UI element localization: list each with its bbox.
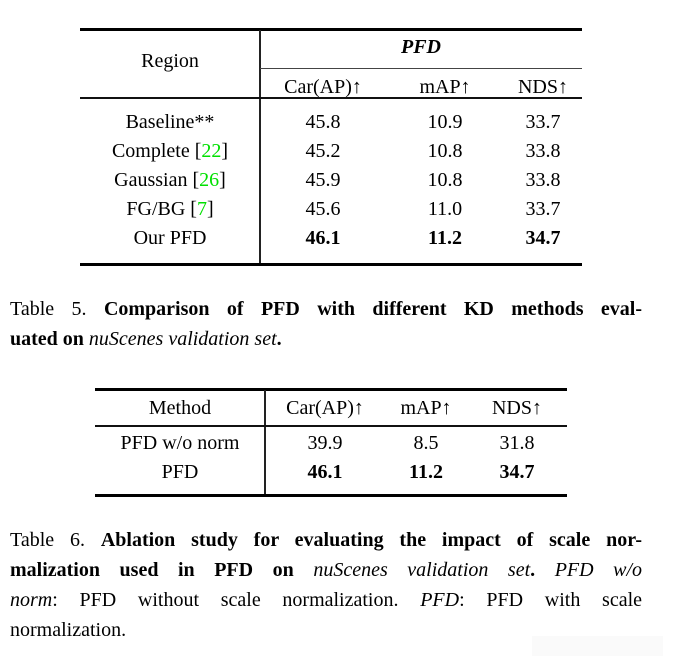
caption-bold-text: . xyxy=(530,559,555,581)
cell-map: 10.9 xyxy=(427,111,463,133)
table6-header-rule xyxy=(95,425,567,427)
row-label: Our PFD xyxy=(133,227,207,249)
table-row-pfd-wo-norm: PFD w/o norm 39.9 8.5 31.8 xyxy=(95,429,567,458)
caption-line: Table 5. Comparison of PFD with differen… xyxy=(10,294,642,324)
cell-car-ap: 45.2 xyxy=(305,140,341,162)
caption-italic-text: PFD xyxy=(420,589,460,611)
table5-bottom-rule xyxy=(80,263,582,266)
table6-column-divider xyxy=(264,390,266,494)
table5-region-header: Region xyxy=(141,50,199,72)
table-5: Region PFD Car(AP)↑ mAP↑ NDS↑ Baseline**… xyxy=(80,28,582,266)
cell-car-ap: 45.6 xyxy=(305,198,341,220)
cell-car-ap: 39.9 xyxy=(307,432,343,454)
table-row-gaussian: Gaussian [26] 45.9 10.8 33.8 xyxy=(80,166,582,195)
caption-bold-text: uated on xyxy=(10,328,89,350)
table5-header-car-ap: Car(AP)↑ xyxy=(284,76,362,98)
row-label-text: FG/BG [ xyxy=(126,198,197,220)
table6-header-row: Method Car(AP)↑ mAP↑ NDS↑ xyxy=(95,395,567,421)
caption-italic-text: PFD w/o xyxy=(554,559,643,581)
table6-caption: Table 6. Ablation study for evaluating t… xyxy=(10,525,642,645)
row-label-bracket: ] xyxy=(219,169,226,191)
cell-map: 10.8 xyxy=(427,140,463,162)
cell-map: 11.2 xyxy=(409,461,443,483)
table6-header-method: Method xyxy=(148,397,212,419)
cell-nds: 33.8 xyxy=(525,140,561,162)
caption-line: Table 6. Ablation study for evaluating t… xyxy=(10,525,642,555)
citation-link-26[interactable]: 26 xyxy=(199,169,220,191)
table-6: Method Car(AP)↑ mAP↑ NDS↑ PFD w/o norm 3… xyxy=(95,388,567,497)
table-row-pfd: PFD 46.1 11.2 34.7 xyxy=(95,458,567,487)
row-label: Baseline** xyxy=(125,111,215,133)
cell-nds: 34.7 xyxy=(499,461,535,483)
table5-header-map: mAP↑ xyxy=(419,76,471,98)
table5-header-nds: NDS↑ xyxy=(517,76,568,98)
caption-italic-text: nuScenes validation set xyxy=(313,559,531,581)
row-label-bracket: ] xyxy=(221,140,229,162)
caption-tag: Table 6. xyxy=(10,529,101,551)
caption-roman-text: : PFD without scale normalization. xyxy=(52,589,421,611)
table6-header-car-ap: Car(AP)↑ xyxy=(286,397,364,419)
table6-header-nds: NDS↑ xyxy=(491,397,542,419)
table5-cmidrule xyxy=(260,68,582,70)
row-label-text: Gaussian [ xyxy=(114,169,200,191)
caption-line: normalization. xyxy=(10,615,642,645)
cell-car-ap: 45.9 xyxy=(305,169,341,191)
caption-bold-text: malization used in PFD on xyxy=(10,559,314,581)
caption-roman-text: normalization. xyxy=(10,619,127,641)
table5-group-header-pfd: PFD xyxy=(401,36,441,58)
caption-italic-text: nuScenes validation set xyxy=(88,328,277,350)
table5-header-rule xyxy=(80,97,582,99)
table-row-fgbg: FG/BG [7] 45.6 11.0 33.7 xyxy=(80,195,582,224)
scan-artifact xyxy=(532,636,663,656)
row-label: PFD w/o norm xyxy=(120,432,240,454)
caption-bold-text: Ablation study for evaluating the impact… xyxy=(100,529,642,551)
cell-nds: 34.7 xyxy=(525,227,561,249)
table5-top-rule xyxy=(80,28,582,31)
row-label: PFD xyxy=(161,461,199,483)
table5-subheader-row: Car(AP)↑ mAP↑ NDS↑ xyxy=(260,74,582,100)
cell-map: 8.5 xyxy=(413,432,439,454)
cell-car-ap: 46.1 xyxy=(307,461,343,483)
cell-map: 11.0 xyxy=(427,198,463,220)
table-row-complete: Complete [22] 45.2 10.8 33.8 xyxy=(80,137,582,166)
table-row-our-pfd: Our PFD 46.1 11.2 34.7 xyxy=(80,224,582,253)
citation-link-7[interactable]: 7 xyxy=(196,198,207,220)
table-row-baseline: Baseline** 45.8 10.9 33.7 xyxy=(80,108,582,137)
table6-bottom-rule xyxy=(95,494,567,497)
caption-italic-text: norm xyxy=(10,589,53,611)
citation-link-22[interactable]: 22 xyxy=(201,140,222,162)
caption-roman-text: : PFD with scale xyxy=(459,589,642,611)
row-label: FG/BG [7] xyxy=(80,195,260,224)
row-label: Complete [22] xyxy=(80,137,260,166)
cell-map: 11.2 xyxy=(428,227,462,249)
cell-nds: 33.7 xyxy=(525,111,561,133)
cell-nds: 31.8 xyxy=(499,432,535,454)
table6-header-map: mAP↑ xyxy=(400,397,452,419)
row-label-text: Complete [ xyxy=(111,140,202,162)
caption-line: malization used in PFD on nuScenes valid… xyxy=(10,555,642,585)
row-label-bracket: ] xyxy=(206,198,214,220)
table5-column-divider xyxy=(259,30,261,263)
caption-line: uated on nuScenes validation set. xyxy=(10,324,642,354)
cell-nds: 33.8 xyxy=(525,169,561,191)
caption-bold-text: Comparison of PFD with different KD meth… xyxy=(103,298,642,320)
cell-car-ap: 45.8 xyxy=(305,111,341,133)
cell-map: 10.8 xyxy=(427,169,463,191)
row-label: Gaussian [26] xyxy=(80,166,260,195)
caption-tag: Table 5. xyxy=(10,298,104,320)
caption-line: norm: PFD without scale normalization. P… xyxy=(10,585,642,615)
cell-car-ap: 46.1 xyxy=(305,227,341,249)
table5-caption: Table 5. Comparison of PFD with differen… xyxy=(10,294,642,354)
caption-bold-text: . xyxy=(276,328,282,350)
cell-nds: 33.7 xyxy=(525,198,561,220)
table6-top-rule xyxy=(95,388,567,391)
